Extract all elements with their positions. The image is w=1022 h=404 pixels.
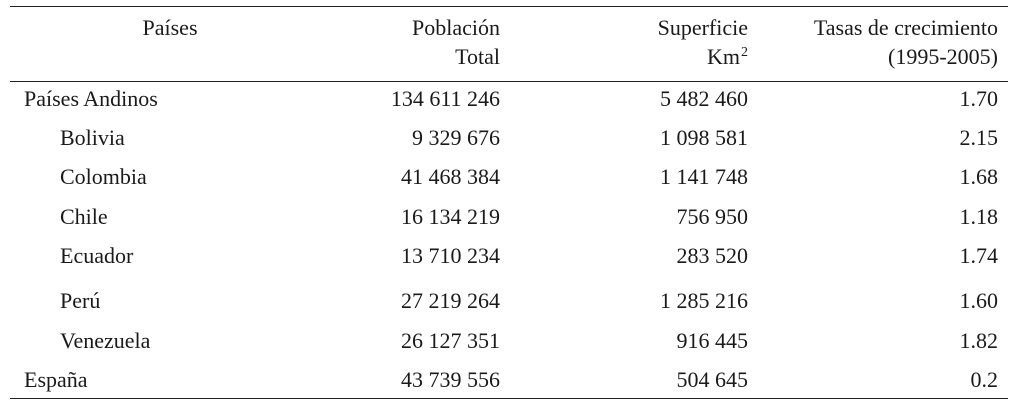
row-country: Venezuela bbox=[60, 328, 151, 353]
table-row: Países Andinos 134 611 246 5 482 460 1.70 bbox=[0, 84, 1022, 113]
row-superficie: 756 950 bbox=[676, 204, 749, 229]
row-poblacion: 43 739 556 bbox=[401, 367, 500, 392]
row-poblacion: 27 219 264 bbox=[401, 288, 500, 313]
row-superficie: 1 285 216 bbox=[660, 288, 748, 313]
row-tasa: 1.60 bbox=[959, 288, 999, 313]
row-superficie: 916 445 bbox=[676, 328, 749, 353]
top-rule bbox=[10, 6, 1008, 7]
row-tasa: 1.68 bbox=[959, 164, 999, 189]
header-superficie-line2: Km2 bbox=[560, 42, 748, 71]
table-row: España 43 739 556 504 645 0.2 bbox=[0, 365, 1022, 394]
row-superficie: 1 098 581 bbox=[660, 125, 748, 150]
table-row: Perú 27 219 264 1 285 216 1.60 bbox=[0, 286, 1022, 315]
row-tasa: 1.70 bbox=[959, 86, 999, 111]
bottom-rule bbox=[10, 398, 1008, 399]
table-row: Colombia 41 468 384 1 141 748 1.68 bbox=[0, 162, 1022, 191]
row-superficie: 1 141 748 bbox=[660, 164, 748, 189]
header-paises: Países bbox=[60, 13, 280, 42]
row-country: España bbox=[24, 367, 88, 392]
header-poblacion: Población Total bbox=[300, 13, 500, 71]
table-row: Bolivia 9 329 676 1 098 581 2.15 bbox=[0, 123, 1022, 152]
row-poblacion: 13 710 234 bbox=[401, 243, 500, 268]
row-country: Colombia bbox=[60, 164, 147, 189]
header-tasas-line1: Tasas de crecimiento bbox=[813, 15, 998, 40]
header-poblacion-line1: Población bbox=[412, 15, 500, 40]
row-superficie: 283 520 bbox=[676, 243, 749, 268]
header-rule bbox=[10, 81, 1008, 82]
row-poblacion: 41 468 384 bbox=[401, 164, 500, 189]
header-superficie-unit: Km bbox=[707, 44, 740, 69]
row-tasa: 1.82 bbox=[959, 328, 999, 353]
header-poblacion-line2: Total bbox=[455, 44, 500, 69]
row-country: Perú bbox=[60, 288, 101, 313]
table-row: Chile 16 134 219 756 950 1.18 bbox=[0, 202, 1022, 231]
row-poblacion: 9 329 676 bbox=[412, 125, 500, 150]
row-superficie: 504 645 bbox=[676, 367, 749, 392]
table-row: Ecuador 13 710 234 283 520 1.74 bbox=[0, 241, 1022, 270]
row-country: Países Andinos bbox=[24, 86, 158, 111]
row-country: Bolivia bbox=[60, 125, 125, 150]
row-tasa: 1.18 bbox=[959, 204, 999, 229]
table-row: Venezuela 26 127 351 916 445 1.82 bbox=[0, 326, 1022, 355]
row-tasa: 2.15 bbox=[959, 125, 999, 150]
row-poblacion: 16 134 219 bbox=[401, 204, 500, 229]
header-superficie-line1: Superficie bbox=[657, 15, 748, 40]
row-tasa: 0.2 bbox=[970, 367, 999, 392]
row-poblacion: 26 127 351 bbox=[401, 328, 500, 353]
row-country: Chile bbox=[60, 204, 108, 229]
row-tasa: 1.74 bbox=[959, 243, 999, 268]
header-tasas: Tasas de crecimiento (1995-2005) bbox=[760, 13, 998, 71]
header-superficie-exponent: 2 bbox=[741, 45, 748, 60]
row-country: Ecuador bbox=[60, 243, 134, 268]
header-tasas-line2: (1995-2005) bbox=[888, 44, 998, 69]
header-paises-label: Países bbox=[142, 15, 198, 40]
row-superficie: 5 482 460 bbox=[660, 86, 748, 111]
header-superficie: Superficie Km2 bbox=[560, 13, 748, 71]
row-poblacion: 134 611 246 bbox=[390, 86, 500, 111]
